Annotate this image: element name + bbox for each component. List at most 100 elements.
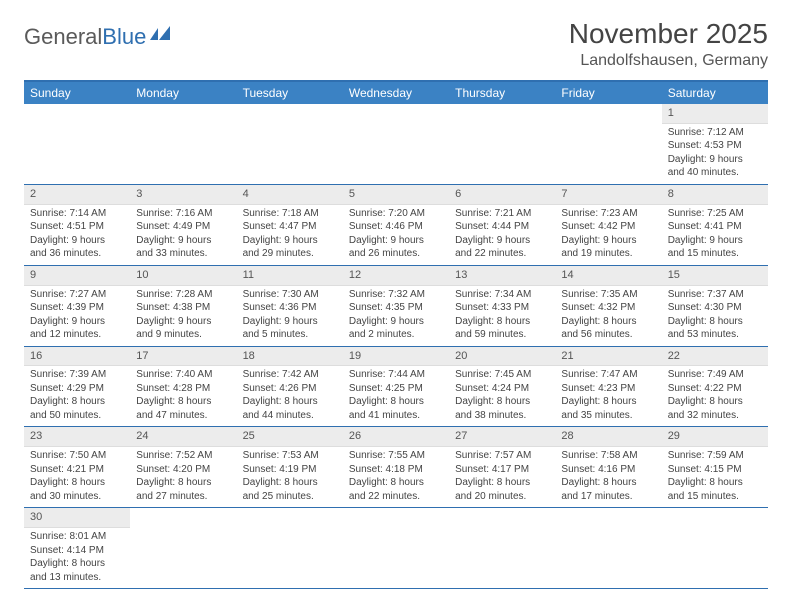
day-cell: 4Sunrise: 7:18 AMSunset: 4:47 PMDaylight…	[237, 185, 343, 265]
day-number: 16	[24, 347, 130, 367]
day-cell: 5Sunrise: 7:20 AMSunset: 4:46 PMDaylight…	[343, 185, 449, 265]
daylight-line: Daylight: 9 hours and 15 minutes.	[668, 234, 762, 261]
day-body: Sunrise: 7:59 AMSunset: 4:15 PMDaylight:…	[662, 447, 768, 507]
sunrise-line: Sunrise: 7:21 AM	[455, 207, 549, 221]
daylight-line: Daylight: 8 hours and 59 minutes.	[455, 315, 549, 342]
day-body: Sunrise: 7:58 AMSunset: 4:16 PMDaylight:…	[555, 447, 661, 507]
logo-text-1: General	[24, 24, 102, 50]
sunset-line: Sunset: 4:36 PM	[243, 301, 337, 315]
day-number: 22	[662, 347, 768, 367]
day-number: 8	[662, 185, 768, 205]
daylight-line: Daylight: 8 hours and 17 minutes.	[561, 476, 655, 503]
sunrise-line: Sunrise: 7:57 AM	[455, 449, 549, 463]
day-body: Sunrise: 7:57 AMSunset: 4:17 PMDaylight:…	[449, 447, 555, 507]
month-title: November 2025	[569, 18, 768, 50]
day-body: Sunrise: 7:37 AMSunset: 4:30 PMDaylight:…	[662, 286, 768, 346]
sunset-line: Sunset: 4:38 PM	[136, 301, 230, 315]
empty-cell	[24, 104, 130, 184]
empty-cell	[343, 508, 449, 588]
daylight-line: Daylight: 8 hours and 22 minutes.	[349, 476, 443, 503]
week-row: 23Sunrise: 7:50 AMSunset: 4:21 PMDayligh…	[24, 427, 768, 508]
day-body: Sunrise: 7:12 AMSunset: 4:53 PMDaylight:…	[662, 124, 768, 184]
week-row: 16Sunrise: 7:39 AMSunset: 4:29 PMDayligh…	[24, 347, 768, 428]
day-number: 18	[237, 347, 343, 367]
day-cell: 13Sunrise: 7:34 AMSunset: 4:33 PMDayligh…	[449, 266, 555, 346]
daylight-line: Daylight: 8 hours and 50 minutes.	[30, 395, 124, 422]
sunrise-line: Sunrise: 7:47 AM	[561, 368, 655, 382]
day-cell: 9Sunrise: 7:27 AMSunset: 4:39 PMDaylight…	[24, 266, 130, 346]
daylight-line: Daylight: 9 hours and 26 minutes.	[349, 234, 443, 261]
sunset-line: Sunset: 4:18 PM	[349, 463, 443, 477]
day-body: Sunrise: 7:21 AMSunset: 4:44 PMDaylight:…	[449, 205, 555, 265]
sunset-line: Sunset: 4:26 PM	[243, 382, 337, 396]
day-number: 6	[449, 185, 555, 205]
day-number: 30	[24, 508, 130, 528]
sunset-line: Sunset: 4:39 PM	[30, 301, 124, 315]
sunrise-line: Sunrise: 7:20 AM	[349, 207, 443, 221]
day-body: Sunrise: 7:44 AMSunset: 4:25 PMDaylight:…	[343, 366, 449, 426]
sunset-line: Sunset: 4:47 PM	[243, 220, 337, 234]
sunset-line: Sunset: 4:49 PM	[136, 220, 230, 234]
day-number: 1	[662, 104, 768, 124]
day-body: Sunrise: 7:32 AMSunset: 4:35 PMDaylight:…	[343, 286, 449, 346]
day-cell: 16Sunrise: 7:39 AMSunset: 4:29 PMDayligh…	[24, 347, 130, 427]
sunset-line: Sunset: 4:51 PM	[30, 220, 124, 234]
day-cell: 12Sunrise: 7:32 AMSunset: 4:35 PMDayligh…	[343, 266, 449, 346]
day-number: 4	[237, 185, 343, 205]
weekday-monday: Monday	[130, 82, 236, 104]
day-body: Sunrise: 7:35 AMSunset: 4:32 PMDaylight:…	[555, 286, 661, 346]
sunrise-line: Sunrise: 7:49 AM	[668, 368, 762, 382]
day-number: 12	[343, 266, 449, 286]
day-cell: 17Sunrise: 7:40 AMSunset: 4:28 PMDayligh…	[130, 347, 236, 427]
daylight-line: Daylight: 8 hours and 20 minutes.	[455, 476, 549, 503]
sunset-line: Sunset: 4:14 PM	[30, 544, 124, 558]
day-number: 19	[343, 347, 449, 367]
title-block: November 2025 Landolfshausen, Germany	[569, 18, 768, 70]
weekday-tuesday: Tuesday	[237, 82, 343, 104]
day-cell: 28Sunrise: 7:58 AMSunset: 4:16 PMDayligh…	[555, 427, 661, 507]
day-cell: 14Sunrise: 7:35 AMSunset: 4:32 PMDayligh…	[555, 266, 661, 346]
day-number: 26	[343, 427, 449, 447]
daylight-line: Daylight: 8 hours and 47 minutes.	[136, 395, 230, 422]
day-body: Sunrise: 7:53 AMSunset: 4:19 PMDaylight:…	[237, 447, 343, 507]
sunrise-line: Sunrise: 7:44 AM	[349, 368, 443, 382]
sunrise-line: Sunrise: 7:16 AM	[136, 207, 230, 221]
day-number: 2	[24, 185, 130, 205]
sunset-line: Sunset: 4:41 PM	[668, 220, 762, 234]
weekday-friday: Friday	[555, 82, 661, 104]
location: Landolfshausen, Germany	[569, 52, 768, 70]
sunset-line: Sunset: 4:28 PM	[136, 382, 230, 396]
day-cell: 27Sunrise: 7:57 AMSunset: 4:17 PMDayligh…	[449, 427, 555, 507]
daylight-line: Daylight: 8 hours and 53 minutes.	[668, 315, 762, 342]
empty-cell	[449, 104, 555, 184]
sunrise-line: Sunrise: 7:12 AM	[668, 126, 762, 140]
flag-icon	[150, 24, 176, 50]
daylight-line: Daylight: 9 hours and 2 minutes.	[349, 315, 443, 342]
sunrise-line: Sunrise: 7:32 AM	[349, 288, 443, 302]
day-number: 7	[555, 185, 661, 205]
week-row: 9Sunrise: 7:27 AMSunset: 4:39 PMDaylight…	[24, 266, 768, 347]
sunset-line: Sunset: 4:35 PM	[349, 301, 443, 315]
daylight-line: Daylight: 8 hours and 30 minutes.	[30, 476, 124, 503]
daylight-line: Daylight: 8 hours and 27 minutes.	[136, 476, 230, 503]
sunset-line: Sunset: 4:22 PM	[668, 382, 762, 396]
daylight-line: Daylight: 9 hours and 9 minutes.	[136, 315, 230, 342]
sunrise-line: Sunrise: 7:37 AM	[668, 288, 762, 302]
empty-cell	[662, 508, 768, 588]
empty-cell	[343, 104, 449, 184]
sunrise-line: Sunrise: 7:53 AM	[243, 449, 337, 463]
daylight-line: Daylight: 8 hours and 38 minutes.	[455, 395, 549, 422]
empty-cell	[555, 508, 661, 588]
sunrise-line: Sunrise: 8:01 AM	[30, 530, 124, 544]
day-cell: 23Sunrise: 7:50 AMSunset: 4:21 PMDayligh…	[24, 427, 130, 507]
sunrise-line: Sunrise: 7:34 AM	[455, 288, 549, 302]
calendar: SundayMondayTuesdayWednesdayThursdayFrid…	[24, 80, 768, 589]
header: GeneralBlue November 2025 Landolfshausen…	[24, 18, 768, 70]
sunset-line: Sunset: 4:19 PM	[243, 463, 337, 477]
sunset-line: Sunset: 4:15 PM	[668, 463, 762, 477]
day-number: 15	[662, 266, 768, 286]
day-body: Sunrise: 7:30 AMSunset: 4:36 PMDaylight:…	[237, 286, 343, 346]
day-body: Sunrise: 7:20 AMSunset: 4:46 PMDaylight:…	[343, 205, 449, 265]
day-body: Sunrise: 7:40 AMSunset: 4:28 PMDaylight:…	[130, 366, 236, 426]
sunrise-line: Sunrise: 7:40 AM	[136, 368, 230, 382]
